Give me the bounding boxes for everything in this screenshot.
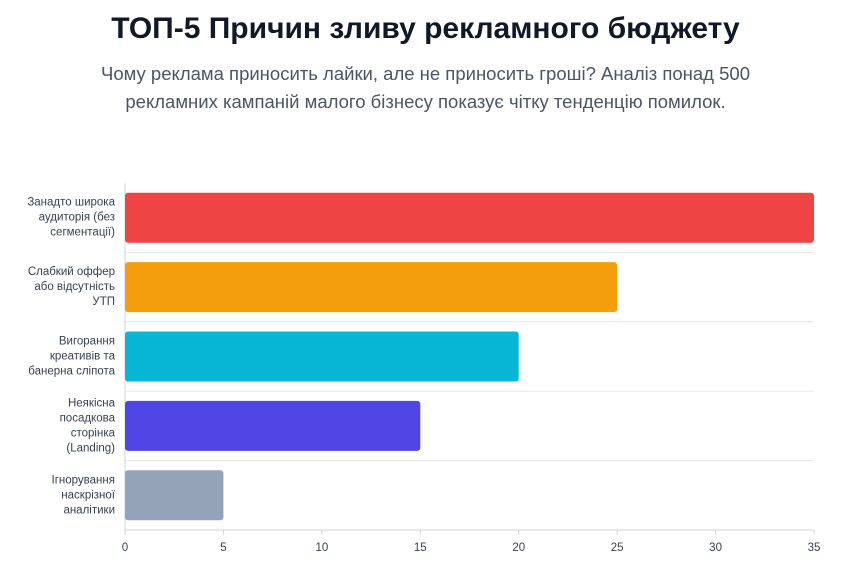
bar bbox=[125, 400, 421, 451]
y-tick-label: сегментації) bbox=[50, 227, 115, 239]
x-tick-label: 25 bbox=[611, 542, 624, 554]
y-tick-label: посадкова bbox=[60, 412, 116, 424]
x-tick-label: 30 bbox=[709, 542, 722, 554]
y-tick-label: або відсутність bbox=[34, 281, 115, 293]
y-tick-label: аудиторія (без bbox=[39, 212, 115, 224]
y-tick-label: креативів та bbox=[50, 351, 116, 363]
y-tick-label: сторінка bbox=[71, 427, 116, 439]
x-tick-label: 5 bbox=[220, 542, 226, 554]
header: ТОП-5 Причин зливу рекламного бюджету Чо… bbox=[0, 0, 851, 116]
y-tick-label: УТП bbox=[92, 296, 115, 308]
y-tick-label: аналітики bbox=[63, 504, 115, 516]
y-tick-label: Слабкий оффер bbox=[28, 266, 115, 278]
x-tick-label: 35 bbox=[808, 542, 821, 554]
x-tick-label: 10 bbox=[315, 542, 328, 554]
y-tick-label: Неякісна bbox=[68, 397, 116, 409]
bar bbox=[125, 192, 814, 243]
y-tick-label: Занадто широка bbox=[27, 197, 115, 209]
bar bbox=[125, 470, 224, 521]
y-tick-label: (Landing) bbox=[66, 442, 115, 454]
bar bbox=[125, 331, 519, 382]
x-tick-label: 20 bbox=[512, 542, 525, 554]
y-tick-label: Ігнорування bbox=[52, 474, 115, 486]
y-tick-label: наскрізної bbox=[61, 489, 115, 501]
x-tick-label: 15 bbox=[414, 542, 427, 554]
y-tick-label: банерна сліпота bbox=[28, 366, 115, 378]
bar bbox=[125, 262, 618, 313]
chart-title: ТОП-5 Причин зливу рекламного бюджету bbox=[111, 12, 740, 45]
chart-subtitle: Чому реклама приносить лайки, але не при… bbox=[101, 63, 750, 112]
y-tick-label: Вигорання bbox=[59, 336, 115, 348]
x-tick-label: 0 bbox=[122, 542, 128, 554]
